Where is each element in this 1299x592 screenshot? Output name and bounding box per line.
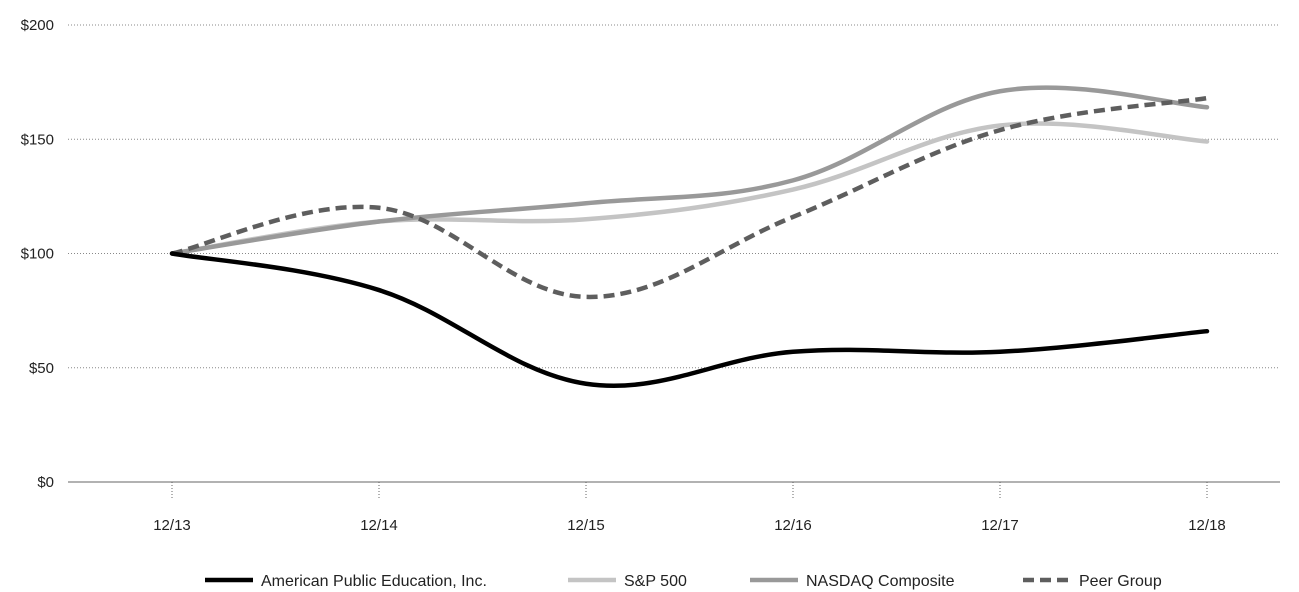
legend-label: NASDAQ Composite [806,573,955,590]
y-tick-label: $150 [21,131,54,148]
x-tick-label: 12/15 [567,517,605,534]
legend-item: Peer Group [1023,573,1162,590]
y-tick-label: $50 [29,360,54,377]
legend-label: S&P 500 [624,573,687,590]
y-axis-tick-labels: $0 $50 $100 $150 $200 [21,17,54,491]
legend: American Public Education, Inc. S&P 500 NA… [205,573,1162,590]
x-tick-label: 12/18 [1188,517,1226,534]
series-line-american-public-education-inc [169,251,1210,389]
legend-label: American Public Education, Inc. [261,573,487,590]
series-line-nasdaq-composite [169,85,1210,256]
x-tick-label: 12/16 [774,517,812,534]
legend-item: S&P 500 [568,573,687,590]
y-tick-label: $200 [21,17,54,34]
series-line-peer-group [171,95,1208,300]
legend-item: American Public Education, Inc. [205,573,487,590]
x-tick-label: 12/13 [153,517,191,534]
x-axis-ticks: 12/13 12/14 12/15 12/16 12/17 12/18 [153,482,1226,534]
series-line-s-p-500 [169,121,1210,256]
x-tick-label: 12/17 [981,517,1019,534]
legend-item: NASDAQ Composite [750,573,955,590]
legend-label: Peer Group [1079,573,1162,590]
gridlines [68,24,1280,483]
y-tick-label: $100 [21,246,54,263]
y-tick-label: $0 [37,474,54,491]
series-lines [169,85,1210,389]
x-tick-label: 12/14 [360,517,398,534]
